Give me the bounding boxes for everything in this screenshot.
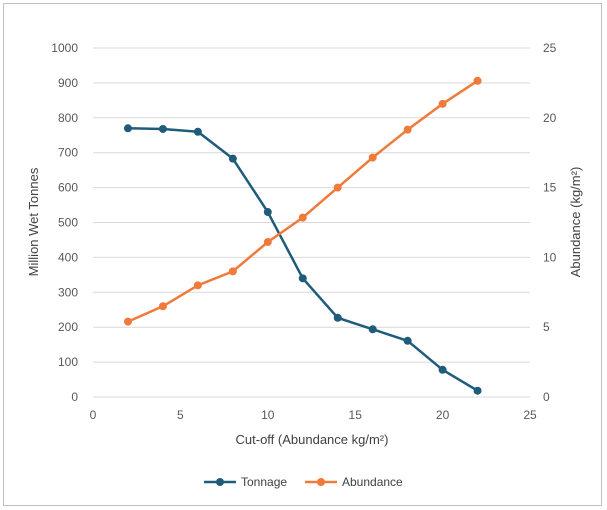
data-point-abundance <box>228 267 237 276</box>
y-axis-title: Million Wet Tonnes <box>26 167 41 276</box>
y-tick-label: 200 <box>58 320 78 334</box>
data-point-tonnage <box>473 386 482 395</box>
series-line-abundance <box>127 79 479 323</box>
y-tick-label: 700 <box>58 146 78 160</box>
data-point-tonnage <box>368 325 377 334</box>
gridlines <box>93 47 530 398</box>
data-point-tonnage <box>438 365 447 374</box>
data-point-abundance <box>298 213 307 222</box>
data-point-abundance <box>438 99 447 108</box>
y-tick-label: 900 <box>58 76 78 90</box>
y2-tick-label: 20 <box>543 111 557 125</box>
data-point-abundance <box>333 183 342 192</box>
y2-tick-label: 0 <box>543 390 550 404</box>
data-point-tonnage <box>193 127 202 136</box>
legend: Tonnage Abundance <box>204 475 403 489</box>
legend-tonnage-marker <box>216 478 224 486</box>
y2-tick-label: 25 <box>543 41 557 55</box>
data-point-abundance <box>473 76 482 85</box>
data-point-tonnage <box>333 313 342 322</box>
y-tick-label: 1000 <box>51 41 78 55</box>
data-point-tonnage <box>298 274 307 283</box>
y-tick-label: 400 <box>58 250 78 264</box>
y-tick-label: 600 <box>58 181 78 195</box>
legend-item-tonnage: Tonnage <box>204 475 287 489</box>
data-point-abundance <box>263 238 272 247</box>
x-tick-label: 5 <box>177 408 184 422</box>
series-lines <box>123 76 482 395</box>
y2-tick-label: 5 <box>543 320 550 334</box>
x-axis-title: Cut-off (Abundance kg/m²) <box>236 432 389 447</box>
x-tick-label: 15 <box>349 408 363 422</box>
data-point-tonnage <box>263 208 272 217</box>
data-point-abundance <box>193 281 202 290</box>
y2-tick-label: 15 <box>543 181 557 195</box>
data-point-tonnage <box>123 124 132 133</box>
y-tick-label: 500 <box>58 216 78 230</box>
x-tick-label: 0 <box>90 408 97 422</box>
legend-tonnage-label: Tonnage <box>241 475 287 489</box>
series-line-tonnage <box>127 127 479 392</box>
y-tick-label: 800 <box>58 111 78 125</box>
y-tick-label: 0 <box>71 390 78 404</box>
y2-tick-label: 10 <box>543 250 557 264</box>
legend-abundance-label: Abundance <box>342 475 403 489</box>
legend-item-abundance: Abundance <box>305 475 403 489</box>
y2-axis-title: Abundance (kg/m²) <box>568 167 583 278</box>
data-point-tonnage <box>403 336 412 345</box>
data-point-tonnage <box>158 124 167 133</box>
legend-abundance-marker <box>317 478 325 486</box>
data-point-abundance <box>368 153 377 162</box>
x-tick-label: 20 <box>436 408 450 422</box>
data-point-abundance <box>158 302 167 311</box>
x-tick-label: 25 <box>523 408 537 422</box>
data-point-abundance <box>123 317 132 326</box>
tick-labels: 0100200300400500600700800900100005101520… <box>51 41 556 422</box>
data-point-tonnage <box>228 154 237 163</box>
y-tick-label: 300 <box>58 285 78 299</box>
data-point-abundance <box>403 125 412 134</box>
y-tick-label: 100 <box>58 355 78 369</box>
chart-frame <box>3 3 602 506</box>
x-tick-label: 10 <box>261 408 275 422</box>
